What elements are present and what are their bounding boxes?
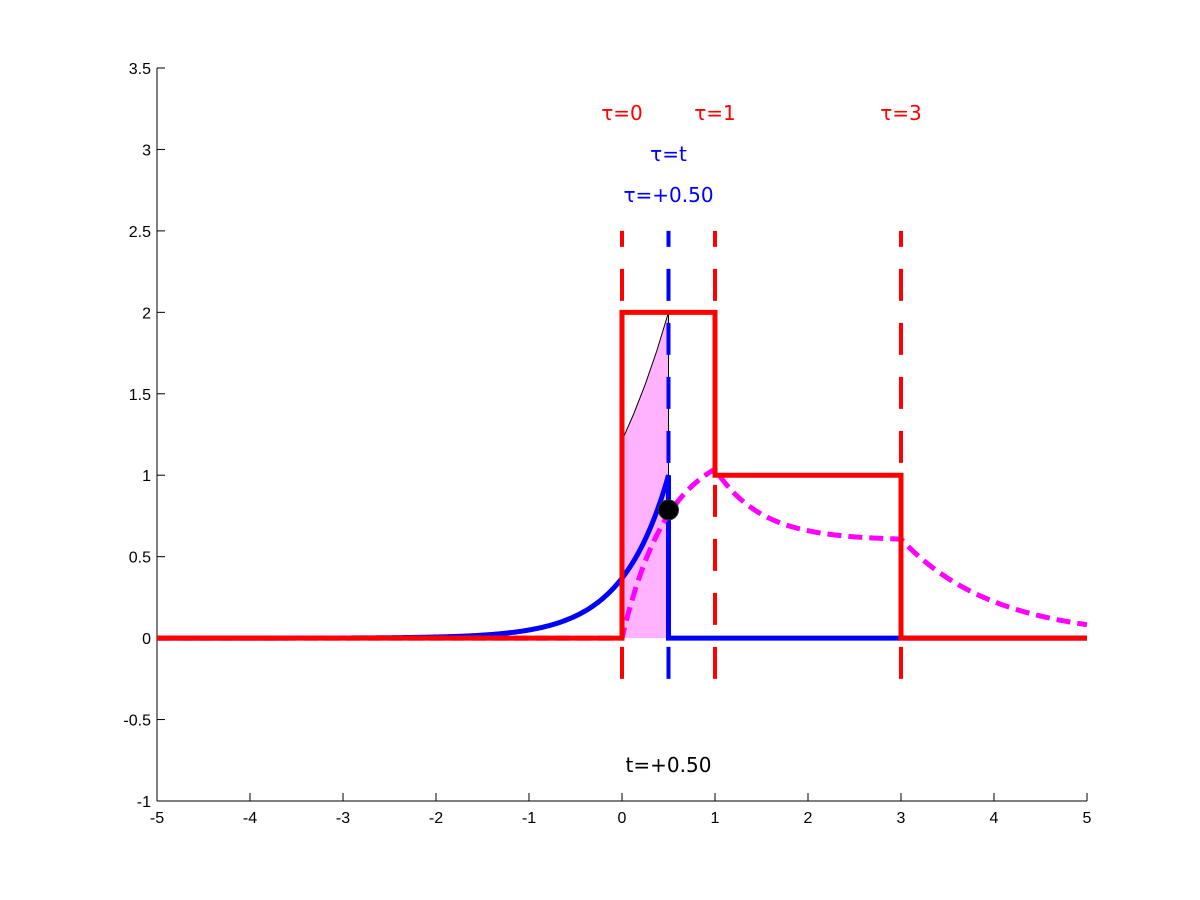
axes: -5 -4 -3 -2 -1 0 1 2 3 4 5 -1 -0.5 0 0.5 1 1.5 2 2.5 3 3.5 <box>123 61 1091 827</box>
x-tick-label: -4 <box>243 810 257 827</box>
y-tick-label: 3.5 <box>129 61 151 78</box>
x-tick-label: 2 <box>804 810 813 827</box>
y-tick-label: 0 <box>142 631 151 648</box>
convolution-result-line <box>157 465 1088 641</box>
product-curve <box>621 312 669 441</box>
x-tick-label: 5 <box>1083 810 1092 827</box>
series-lines <box>157 309 1088 641</box>
annotation-labels: τ=0 τ=t τ=1 τ=3 τ=+0.50 t=+0.50 <box>601 101 922 777</box>
y-tick-label: 1.5 <box>129 387 151 404</box>
y-tick-label: 0.5 <box>129 550 151 567</box>
y-tick-label: -1 <box>137 794 151 811</box>
current-point-layer <box>658 499 679 521</box>
x-tick-label: -5 <box>150 810 164 827</box>
x-tick-label: -3 <box>336 810 350 827</box>
x-tick-label: 0 <box>618 810 627 827</box>
y-tick-label: 1 <box>142 468 151 485</box>
y-tick-label: 3 <box>142 142 151 159</box>
x-tick-label: -2 <box>429 810 443 827</box>
tau-value-label: τ=+0.50 <box>623 183 713 207</box>
tau-1-label: τ=1 <box>694 101 736 125</box>
product-area-fill <box>622 312 669 639</box>
x-tick-label: 3 <box>897 810 906 827</box>
product-area-layer <box>621 312 669 639</box>
y-tick-label: 2 <box>142 305 151 322</box>
y-tick-label: 2.5 <box>129 224 151 241</box>
x-tick-label: 1 <box>711 810 720 827</box>
x-tick-label: -1 <box>522 810 536 827</box>
current-point-marker <box>658 499 679 521</box>
tau-t-label: τ=t <box>650 142 687 166</box>
tau-0-label: τ=0 <box>601 101 643 125</box>
t-value-label: t=+0.50 <box>626 753 712 777</box>
tau-3-label: τ=3 <box>880 101 922 125</box>
input-signal-line <box>157 309 1087 641</box>
y-tick-label: -0.5 <box>123 713 151 730</box>
x-tick-label: 4 <box>990 810 999 827</box>
